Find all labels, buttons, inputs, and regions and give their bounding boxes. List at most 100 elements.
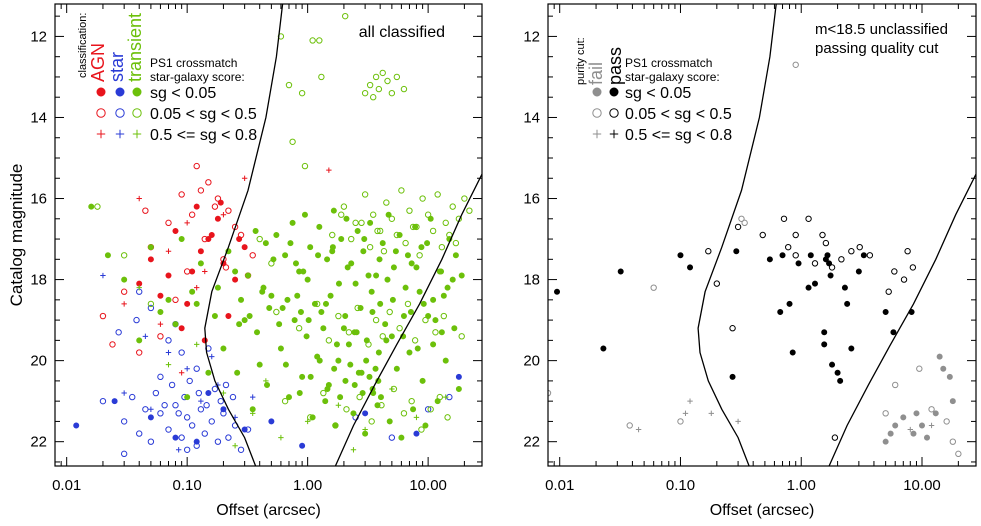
legend-marker bbox=[132, 129, 142, 139]
series-AGN-open-circle bbox=[99, 162, 256, 356]
legend-marker bbox=[609, 87, 619, 97]
data-point bbox=[943, 418, 950, 425]
data-point bbox=[687, 264, 694, 271]
data-point bbox=[214, 195, 222, 202]
data-point bbox=[209, 353, 215, 360]
data-point bbox=[197, 187, 205, 194]
data-point bbox=[322, 300, 329, 307]
data-point bbox=[121, 301, 127, 307]
data-point bbox=[344, 264, 351, 271]
data-point bbox=[273, 232, 280, 239]
data-point bbox=[214, 438, 222, 445]
data-point bbox=[220, 212, 227, 218]
x-tick-label: 10.00 bbox=[409, 477, 447, 494]
data-point bbox=[458, 272, 465, 279]
data-point bbox=[821, 329, 828, 336]
data-point bbox=[461, 195, 468, 202]
data-point bbox=[361, 89, 369, 97]
y-tick-label: 16 bbox=[30, 191, 47, 208]
data-point bbox=[220, 410, 227, 417]
data-point bbox=[805, 284, 812, 291]
data-point bbox=[316, 37, 323, 44]
series-transient-filled-circle bbox=[88, 203, 465, 441]
data-point bbox=[193, 162, 200, 170]
data-point bbox=[172, 321, 179, 328]
data-point bbox=[299, 442, 306, 449]
data-point bbox=[682, 410, 689, 417]
data-point bbox=[282, 361, 289, 368]
data-point bbox=[362, 410, 369, 417]
legend-class-label: star bbox=[107, 52, 127, 82]
data-point bbox=[237, 446, 245, 453]
data-point bbox=[374, 227, 381, 235]
series-fail-filled-circle bbox=[882, 353, 956, 445]
data-point bbox=[416, 252, 423, 259]
data-point bbox=[297, 308, 304, 315]
data-point bbox=[936, 353, 943, 360]
data-point bbox=[202, 268, 208, 275]
data-point bbox=[379, 240, 386, 247]
legend-marker bbox=[609, 108, 619, 118]
data-point bbox=[338, 236, 345, 243]
data-point bbox=[183, 446, 191, 453]
data-point bbox=[408, 260, 415, 267]
data-point bbox=[88, 203, 95, 210]
data-point bbox=[217, 397, 224, 405]
data-point bbox=[713, 280, 721, 287]
data-point bbox=[350, 410, 357, 417]
data-point bbox=[120, 252, 128, 259]
data-point bbox=[422, 316, 429, 324]
legend-marker bbox=[96, 87, 106, 97]
data-point bbox=[348, 235, 355, 243]
legend-score-label: sg < 0.05 bbox=[625, 85, 691, 102]
data-point bbox=[891, 268, 898, 275]
data-point bbox=[260, 284, 267, 291]
data-point bbox=[828, 264, 836, 271]
data-point bbox=[329, 231, 336, 239]
y-tick-label: 22 bbox=[30, 434, 47, 451]
data-point bbox=[811, 280, 818, 287]
legend-marker bbox=[132, 108, 142, 118]
data-point bbox=[792, 231, 799, 239]
data-point bbox=[343, 406, 350, 413]
y-tick-label: 20 bbox=[523, 353, 540, 370]
series-pass-filled-circle bbox=[554, 248, 915, 384]
data-point bbox=[372, 316, 380, 324]
data-point bbox=[848, 345, 855, 352]
data-point bbox=[301, 162, 309, 170]
data-point bbox=[418, 426, 425, 433]
data-point bbox=[222, 381, 230, 389]
data-point bbox=[444, 284, 451, 291]
data-point bbox=[147, 414, 154, 421]
data-point bbox=[407, 308, 414, 315]
data-point bbox=[198, 398, 204, 404]
data-point bbox=[766, 256, 773, 263]
data-point bbox=[404, 252, 411, 259]
data-point bbox=[388, 434, 396, 441]
data-point bbox=[298, 89, 306, 97]
data-point bbox=[376, 256, 383, 263]
data-point bbox=[338, 211, 345, 218]
data-point bbox=[393, 231, 401, 239]
data-point bbox=[350, 447, 357, 453]
x-tick-label: 0.01 bbox=[545, 477, 574, 494]
data-point bbox=[442, 219, 449, 227]
data-point bbox=[885, 288, 892, 295]
data-point bbox=[400, 410, 408, 417]
data-point bbox=[318, 73, 325, 81]
data-point bbox=[440, 292, 447, 299]
data-point bbox=[189, 288, 196, 295]
data-point bbox=[203, 402, 210, 409]
data-point bbox=[165, 219, 172, 227]
data-point bbox=[99, 312, 107, 320]
data-point bbox=[175, 447, 182, 453]
legend-marker bbox=[592, 108, 602, 118]
data-point bbox=[792, 61, 799, 68]
data-point bbox=[289, 219, 296, 226]
data-point bbox=[263, 378, 269, 384]
data-point bbox=[375, 349, 382, 356]
data-point bbox=[157, 410, 164, 417]
data-point bbox=[455, 385, 462, 392]
data-point bbox=[197, 406, 205, 413]
